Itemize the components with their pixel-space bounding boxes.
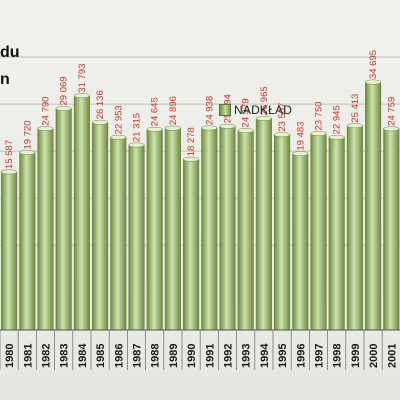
- x-tick-label: 1982: [41, 344, 53, 368]
- bar: [128, 142, 145, 331]
- x-tick-label: 1997: [314, 344, 326, 368]
- x-tick-label: 1992: [223, 344, 235, 368]
- value-label: 34 695: [368, 50, 379, 79]
- x-tick-label: 1994: [259, 343, 271, 368]
- value-label: 23 507: [277, 103, 288, 132]
- value-label: 18 278: [186, 127, 197, 156]
- bar: [92, 119, 109, 331]
- legend-label: NADKŁAD: [234, 103, 293, 117]
- x-tick-label: 1998: [332, 344, 344, 368]
- bar: [237, 128, 254, 331]
- value-label: 25 413: [350, 94, 361, 123]
- value-label: 29 069: [59, 76, 70, 105]
- bar: [346, 123, 363, 331]
- x-axis: [0, 329, 400, 370]
- bar: [1, 169, 18, 331]
- bar: [201, 125, 218, 331]
- bars: [1, 79, 400, 331]
- x-tick-labels: 1980 1981 1982 1983 1984 1985 1986 1987 1988 1989…: [4, 343, 398, 368]
- value-label: 26 965: [259, 86, 270, 115]
- bar: [110, 134, 127, 331]
- value-label: 31 793: [77, 64, 88, 93]
- bar: [37, 126, 54, 331]
- bar: [219, 123, 236, 331]
- bar: [274, 132, 291, 331]
- bar: [310, 131, 327, 331]
- value-label: 26 136: [95, 90, 106, 119]
- bar: [164, 125, 181, 331]
- x-tick-label: 1996: [295, 344, 307, 368]
- value-label: 24 938: [204, 96, 215, 125]
- chart-title-line-2: n: [0, 71, 10, 88]
- x-tick-label: 1989: [168, 344, 180, 368]
- bar: [146, 126, 163, 331]
- value-label: 19 483: [295, 122, 306, 151]
- x-tick-label: 2000: [368, 344, 380, 368]
- value-label: 19 720: [22, 120, 33, 149]
- bar: [55, 106, 72, 331]
- x-tick-label: 1993: [241, 344, 253, 368]
- value-label: 23 750: [314, 101, 325, 130]
- value-label: 22 953: [113, 105, 124, 134]
- legend-swatch: [219, 104, 231, 116]
- value-labels: 15 587 19 720 24 790 29 069 31 793 26 136 22 9…: [4, 50, 397, 169]
- x-tick-label: 1985: [95, 344, 107, 368]
- value-label: 24 645: [150, 97, 161, 126]
- bar: [183, 156, 200, 331]
- x-tick-label: 1984: [77, 343, 89, 368]
- x-tick-label: 1999: [350, 344, 362, 368]
- x-tick-label: 1987: [132, 344, 144, 368]
- bar: [19, 150, 36, 331]
- x-tick-label: 2001: [386, 344, 398, 368]
- value-label: 21 315: [132, 113, 143, 142]
- x-tick-label: 1991: [204, 344, 216, 368]
- x-tick-label: 1986: [113, 344, 125, 368]
- chart-title-line-1: du: [0, 44, 20, 61]
- bar: [365, 79, 382, 331]
- bar: [255, 115, 272, 331]
- bar: [328, 134, 345, 331]
- value-label: 15 587: [4, 140, 15, 169]
- value-label: 24 790: [41, 97, 52, 126]
- x-tick-label: 1988: [150, 344, 162, 368]
- bar: [383, 126, 400, 331]
- legend: NADKŁAD: [219, 103, 292, 117]
- value-label: 24 896: [168, 96, 179, 125]
- x-tick-label: 1983: [59, 344, 71, 368]
- value-label: 24 379: [241, 99, 252, 128]
- value-label: 24 759: [386, 97, 397, 126]
- x-tick-label: 1990: [186, 344, 198, 368]
- bar: [292, 151, 309, 331]
- value-label: 22 945: [332, 105, 343, 134]
- x-tick-label: 1980: [4, 344, 16, 368]
- x-tick-label: 1981: [22, 344, 34, 368]
- x-tick-label: 1995: [277, 344, 289, 368]
- bar: [73, 93, 90, 331]
